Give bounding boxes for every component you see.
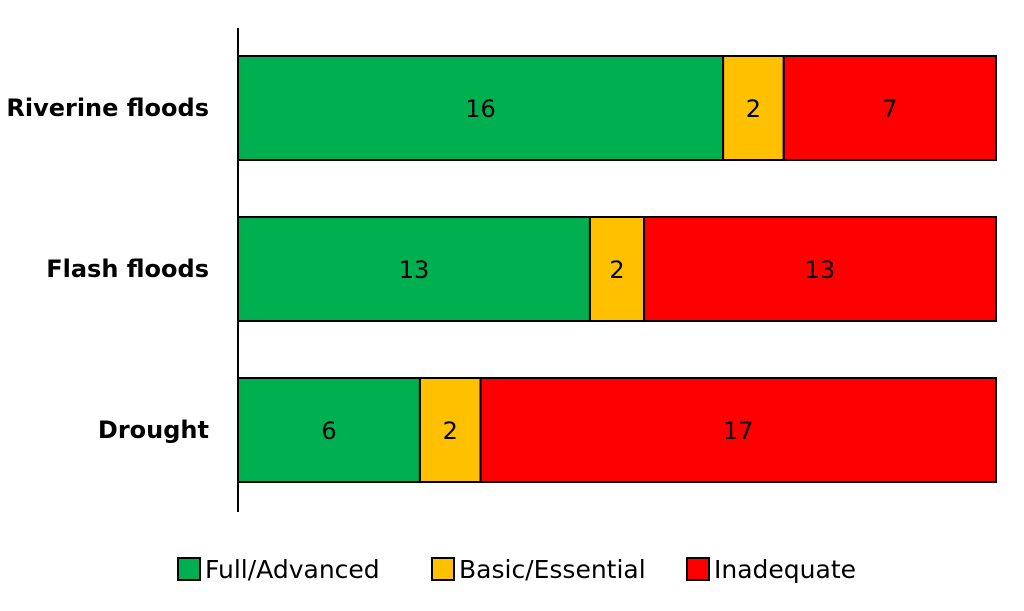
bar-flash-floods-basic-essential — [588, 216, 646, 322]
legend-swatch-basic-essential — [431, 557, 455, 581]
value-label-drought-inadequate: 17 — [723, 417, 754, 445]
bar-flash-floods-inadequate — [643, 216, 997, 322]
value-label-flash-floods-basic-essential: 2 — [609, 256, 624, 284]
category-labels: Riverine floods Flash floods Drought — [6, 94, 209, 444]
category-label-drought: Drought — [98, 416, 209, 444]
value-label-riverine-floods-inadequate: 7 — [882, 95, 897, 123]
value-label-drought-basic-essential: 2 — [443, 417, 458, 445]
bar-drought-full-advanced — [237, 377, 421, 483]
value-label-riverine-floods-full-advanced: 16 — [465, 95, 496, 123]
legend-label-inadequate: Inadequate — [714, 555, 856, 584]
legend-swatch-full-advanced — [177, 557, 201, 581]
value-label-flash-floods-inadequate: 13 — [805, 256, 836, 284]
bar-flash-floods-full-advanced — [237, 216, 591, 322]
legend-swatch-inadequate — [686, 557, 710, 581]
bar-riverine-floods-basic-essential — [722, 55, 785, 161]
category-label-flash-floods: Flash floods — [46, 255, 209, 283]
value-label-drought-full-advanced: 6 — [321, 417, 336, 445]
legend: Full/Advanced Basic/Essential Inadequate — [177, 555, 856, 584]
bar-drought-basic-essential — [418, 377, 482, 483]
category-label-riverine-floods: Riverine floods — [6, 94, 209, 122]
bar-drought-inadequate — [479, 377, 997, 483]
value-label-flash-floods-full-advanced: 13 — [399, 256, 430, 284]
bar-riverine-floods-full-advanced — [237, 55, 725, 161]
bar-area: 16 2 7 13 2 13 6 2 17 — [237, 55, 998, 483]
value-label-riverine-floods-basic-essential: 2 — [746, 95, 761, 123]
bar-riverine-floods-inadequate — [782, 55, 998, 161]
legend-label-full-advanced: Full/Advanced — [205, 555, 380, 584]
legend-label-basic-essential: Basic/Essential — [459, 555, 646, 584]
